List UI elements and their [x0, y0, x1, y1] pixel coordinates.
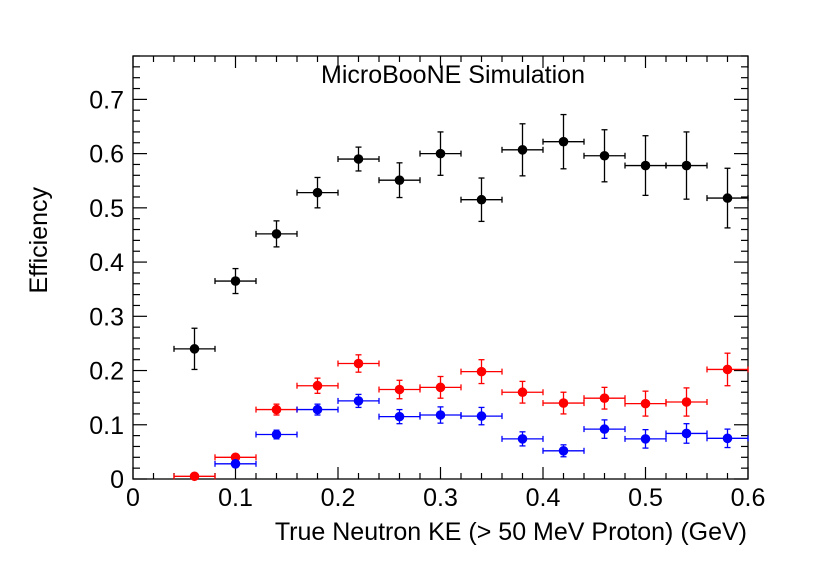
data-point: [230, 276, 241, 286]
data-point: [312, 187, 323, 198]
tick-marks: [132, 55, 749, 480]
y-tick-label: 0: [110, 466, 124, 494]
data-point: [271, 229, 282, 239]
data-point: [394, 384, 405, 395]
data-point: [517, 145, 528, 155]
data-point: [599, 393, 610, 403]
data-point: [476, 411, 487, 421]
data-point: [271, 404, 282, 415]
data-point: [558, 446, 569, 456]
data-point: [394, 411, 405, 422]
data-point: [435, 410, 446, 420]
y-tick-label: 0.1: [89, 412, 124, 440]
x-tick-label: 0.6: [731, 484, 766, 512]
chart-annotation: MicroBooNE Simulation: [321, 61, 585, 89]
data-point: [435, 382, 446, 393]
data-point: [271, 429, 282, 440]
data-point: [230, 459, 241, 469]
series-red: [173, 352, 749, 482]
data-point: [476, 194, 487, 205]
data-point: [517, 387, 528, 398]
data-point: [640, 398, 651, 409]
data-point: [517, 434, 528, 444]
x-tick-label: 0.3: [423, 484, 458, 512]
data-point: [722, 364, 733, 375]
data-point: [189, 471, 200, 482]
data-point: [681, 397, 692, 407]
y-tick-label: 0.7: [89, 86, 124, 114]
data-point: [312, 404, 323, 415]
data-point: [558, 136, 569, 147]
y-tick-labels: 0 0.1 0.2 0.3 0.4 0.5 0.6 0.7: [89, 86, 124, 494]
data-point: [599, 424, 610, 434]
data-point: [435, 148, 446, 159]
x-axis-title: True Neutron KE (> 50 MeV Proton) (GeV): [275, 518, 747, 546]
series-black: [173, 113, 749, 371]
x-tick-labels: 0 0.1 0.2 0.3 0.4 0.5 0.6: [126, 484, 765, 512]
data-point: [189, 344, 200, 354]
x-tick-label: 0.1: [218, 484, 253, 512]
y-tick-label: 0.3: [89, 303, 124, 331]
data-series: [173, 113, 749, 482]
y-tick-label: 0.6: [89, 141, 124, 169]
y-axis-title: Efficiency: [25, 187, 53, 294]
data-point: [722, 433, 733, 444]
x-tick-label: 0.5: [628, 484, 663, 512]
y-tick-label: 0.2: [89, 358, 124, 386]
data-point: [722, 193, 733, 203]
data-point: [353, 396, 364, 406]
series-blue: [214, 393, 749, 469]
y-tick-label: 0.4: [89, 249, 124, 277]
data-point: [394, 175, 405, 185]
data-point: [558, 398, 569, 408]
data-point: [599, 150, 610, 161]
data-point: [681, 160, 692, 171]
data-point: [681, 428, 692, 439]
plot-frame: [132, 55, 749, 480]
x-tick-label: 0: [126, 484, 140, 512]
data-point: [353, 358, 364, 369]
x-tick-label: 0.4: [526, 484, 561, 512]
data-point: [476, 366, 487, 377]
data-point: [640, 434, 651, 444]
data-point: [353, 154, 364, 164]
data-point: [640, 160, 651, 171]
x-tick-label: 0.2: [321, 484, 356, 512]
data-point: [312, 380, 323, 391]
y-tick-label: 0.5: [89, 195, 124, 223]
